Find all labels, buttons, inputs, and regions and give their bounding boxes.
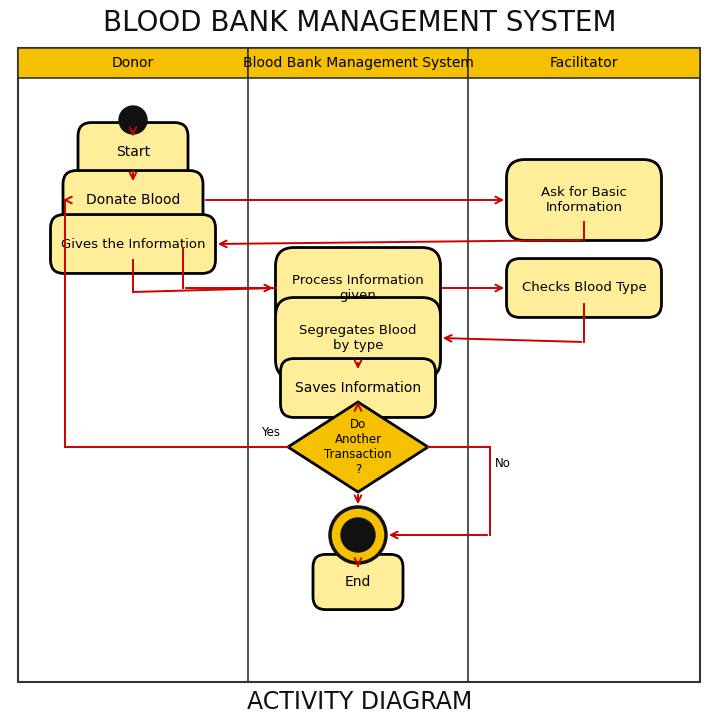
Text: Facilitator: Facilitator — [550, 56, 618, 70]
Text: BLOOD BANK MANAGEMENT SYSTEM: BLOOD BANK MANAGEMENT SYSTEM — [103, 9, 617, 37]
FancyBboxPatch shape — [313, 554, 403, 610]
Text: Checks Blood Type: Checks Blood Type — [521, 282, 647, 294]
FancyBboxPatch shape — [276, 297, 441, 379]
Text: Do
Another
Transaction
?: Do Another Transaction ? — [324, 418, 392, 476]
Text: Donate Blood: Donate Blood — [86, 193, 180, 207]
Bar — [468, 48, 700, 78]
Polygon shape — [288, 402, 428, 492]
Text: ACTIVITY DIAGRAM: ACTIVITY DIAGRAM — [248, 690, 472, 714]
Text: End: End — [345, 575, 372, 589]
Text: Blood Bank Management System: Blood Bank Management System — [243, 56, 474, 70]
FancyBboxPatch shape — [281, 359, 436, 418]
Circle shape — [330, 507, 386, 563]
Text: Ask for Basic
Information: Ask for Basic Information — [541, 186, 627, 214]
Text: Process Information
given: Process Information given — [292, 274, 424, 302]
Text: Donor: Donor — [112, 56, 154, 70]
Bar — [248, 48, 468, 78]
FancyBboxPatch shape — [506, 160, 662, 240]
Bar — [18, 48, 248, 78]
Text: Saves Information: Saves Information — [295, 381, 421, 395]
FancyBboxPatch shape — [50, 215, 215, 274]
Text: Start: Start — [116, 145, 150, 159]
Text: No: No — [495, 457, 511, 470]
FancyBboxPatch shape — [276, 248, 441, 328]
Text: Segregates Blood
by type: Segregates Blood by type — [300, 324, 417, 352]
Circle shape — [119, 106, 147, 134]
Text: Yes: Yes — [261, 426, 280, 439]
Circle shape — [341, 518, 375, 552]
FancyBboxPatch shape — [63, 171, 203, 230]
FancyBboxPatch shape — [506, 258, 662, 318]
FancyBboxPatch shape — [78, 122, 188, 181]
Text: Gives the Information: Gives the Information — [60, 238, 205, 251]
